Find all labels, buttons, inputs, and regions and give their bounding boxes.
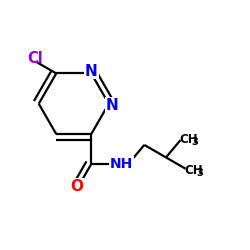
Text: 3: 3 [192, 137, 198, 147]
Text: O: O [70, 179, 84, 194]
Text: CH: CH [185, 164, 203, 177]
Text: N: N [85, 64, 98, 79]
Text: 3: 3 [196, 168, 203, 178]
Text: Cl: Cl [28, 51, 43, 66]
Text: CH: CH [180, 133, 198, 146]
Text: N: N [106, 98, 118, 112]
Text: NH: NH [110, 157, 134, 171]
